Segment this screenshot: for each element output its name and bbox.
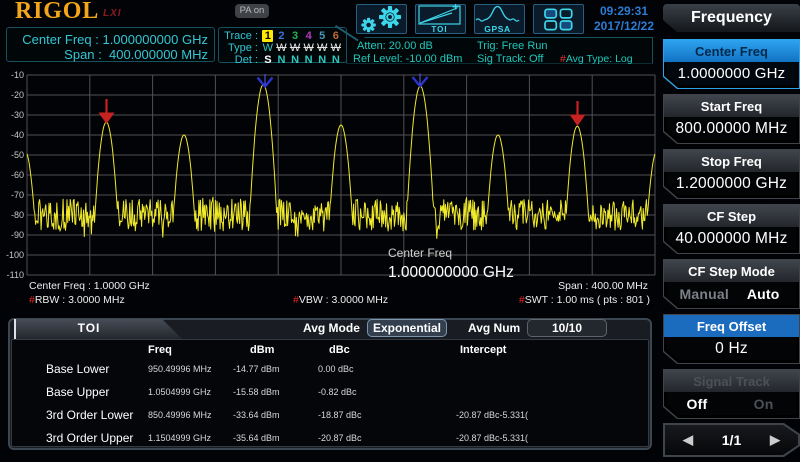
svg-text:GPSA: GPSA: [484, 24, 511, 34]
svg-text:TOI: TOI: [431, 25, 447, 34]
